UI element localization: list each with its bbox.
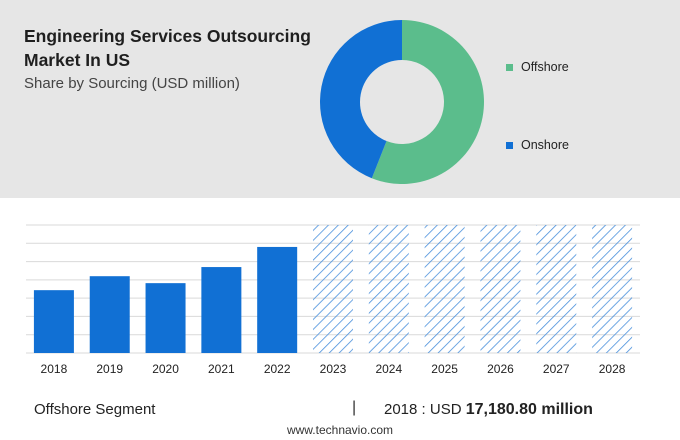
x-tick-label-2020: 2020 (152, 362, 179, 376)
forecast-bar-2028 (592, 225, 633, 353)
x-tick-label-2025: 2025 (431, 362, 458, 376)
forecast-bar-2024 (368, 225, 409, 353)
legend-swatch-offshore (506, 63, 513, 71)
bar-2019 (89, 276, 130, 353)
x-tick-label-2023: 2023 (320, 362, 347, 376)
chart-title: Engineering Services Outsourcing Market … (24, 26, 311, 70)
source-watermark: www.technavio.com (286, 423, 394, 437)
summary-panel: Engineering Services Outsourcing Market … (0, 0, 680, 198)
bar-2020 (145, 283, 186, 353)
x-tick-label-2027: 2027 (543, 362, 570, 376)
bar-2021 (201, 267, 242, 353)
donut-slice-offshore (371, 20, 484, 185)
legend-swatch-onshore (506, 141, 513, 149)
bar-2018 (33, 290, 74, 353)
x-tick-label-2026: 2026 (487, 362, 514, 376)
x-tick-label-2018: 2018 (41, 362, 68, 376)
forecast-bar-2023 (313, 225, 353, 353)
legend-label-offshore: Offshore (521, 60, 569, 74)
bar-chart: 2018 2019 2020 2021 2022 2023 2024 2025 2026 2027… (26, 224, 640, 376)
forecast-bar-2025 (424, 225, 465, 353)
x-tick-label-2022: 2022 (264, 362, 291, 376)
x-tick-label-2021: 2021 (208, 362, 235, 376)
forecast-bar-2027 (536, 225, 577, 353)
footer-value-line: 2018 : USD 17,180.80 million (384, 401, 593, 419)
legend-item-offshore: Offshore (506, 60, 569, 74)
legend-label-onshore: Onshore (521, 138, 569, 152)
donut-slice-onshore (320, 20, 402, 179)
x-tick-label-2019: 2019 (96, 362, 123, 376)
legend-item-onshore: Onshore (506, 138, 569, 152)
x-tick-label-2024: 2024 (375, 362, 402, 376)
chart-subtitle: Share by Sourcing (USD million) (24, 75, 240, 92)
donut-chart (320, 20, 484, 185)
x-tick-label-2028: 2028 (599, 362, 626, 376)
footer-year-prefix: 2018 : USD (384, 401, 462, 418)
footer-divider: | (352, 399, 357, 416)
footer-segment-label: Offshore Segment (34, 401, 156, 418)
forecast-bar-2026 (480, 225, 521, 353)
bar-2022 (257, 246, 298, 353)
footer-value: 17,180.80 million (465, 401, 593, 418)
